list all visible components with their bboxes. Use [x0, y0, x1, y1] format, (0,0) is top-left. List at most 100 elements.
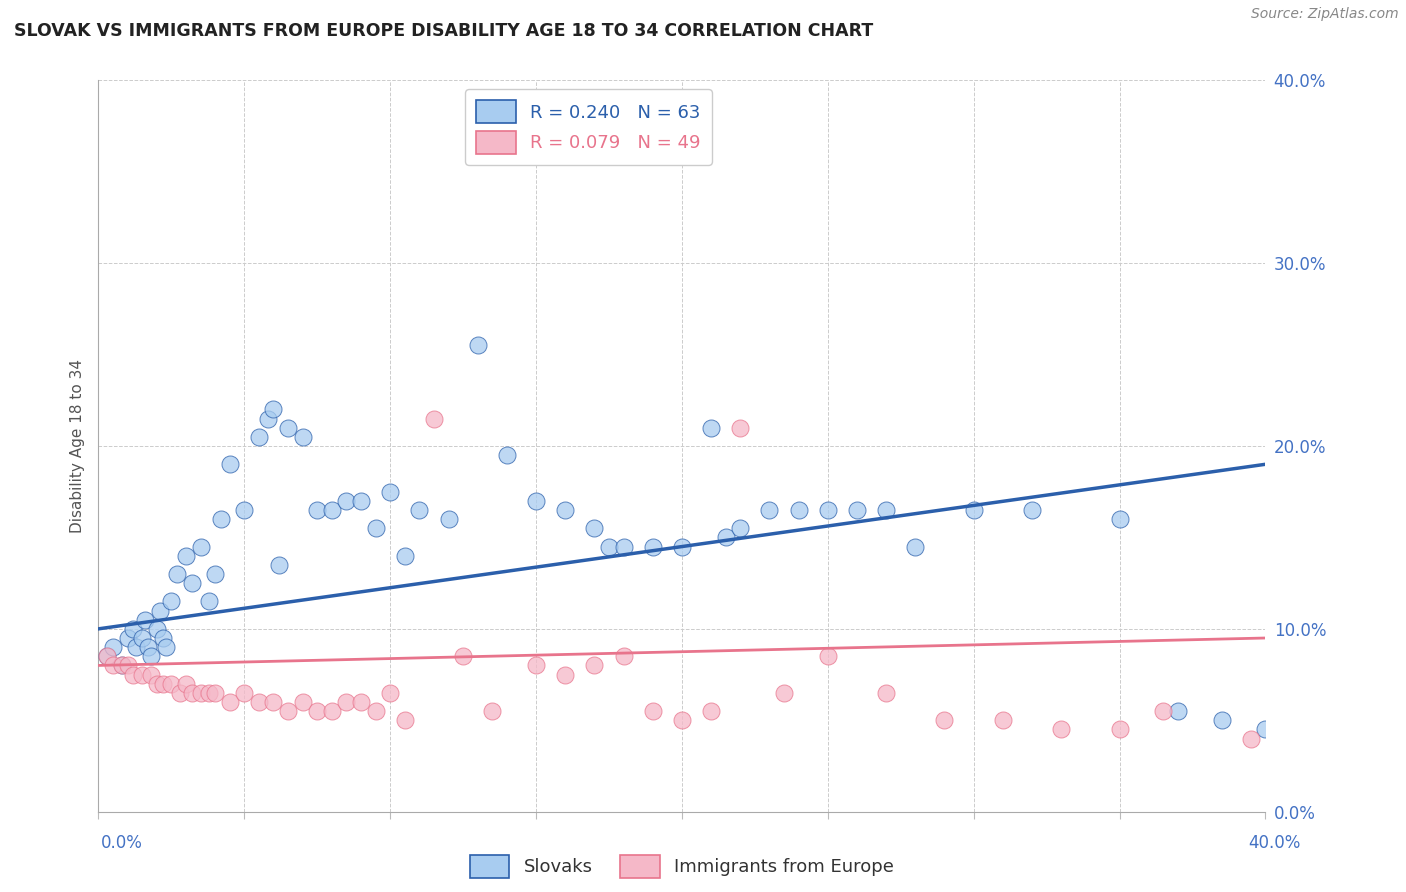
- Point: [583, 521, 606, 535]
- Point: [174, 676, 197, 690]
- Point: [1240, 731, 1263, 746]
- Point: [307, 704, 329, 718]
- Point: [875, 686, 897, 700]
- Point: [131, 631, 153, 645]
- Text: Source: ZipAtlas.com: Source: ZipAtlas.com: [1251, 7, 1399, 21]
- Point: [122, 667, 145, 681]
- Point: [160, 676, 183, 690]
- Point: [787, 503, 810, 517]
- Point: [394, 714, 416, 728]
- Point: [467, 338, 489, 352]
- Point: [149, 603, 172, 617]
- Point: [204, 567, 226, 582]
- Point: [1167, 704, 1189, 718]
- Point: [111, 658, 134, 673]
- Point: [247, 695, 270, 709]
- Point: [437, 512, 460, 526]
- Point: [730, 521, 752, 535]
- Point: [671, 540, 693, 554]
- Point: [146, 676, 169, 690]
- Point: [554, 667, 576, 681]
- Point: [155, 640, 177, 655]
- Point: [423, 411, 446, 425]
- Point: [190, 540, 212, 554]
- Point: [160, 594, 183, 608]
- Point: [758, 503, 780, 517]
- Point: [277, 704, 299, 718]
- Point: [291, 430, 314, 444]
- Point: [136, 640, 159, 655]
- Point: [96, 649, 118, 664]
- Point: [139, 649, 162, 664]
- Point: [1108, 723, 1130, 737]
- Point: [378, 686, 402, 700]
- Text: 0.0%: 0.0%: [101, 834, 143, 852]
- Point: [169, 686, 191, 700]
- Point: [180, 576, 202, 591]
- Point: [307, 503, 329, 517]
- Point: [364, 521, 387, 535]
- Point: [152, 676, 174, 690]
- Point: [111, 658, 134, 673]
- Point: [101, 658, 124, 673]
- Point: [962, 503, 984, 517]
- Point: [218, 695, 240, 709]
- Point: [96, 649, 118, 664]
- Point: [714, 530, 737, 544]
- Text: SLOVAK VS IMMIGRANTS FROM EUROPE DISABILITY AGE 18 TO 34 CORRELATION CHART: SLOVAK VS IMMIGRANTS FROM EUROPE DISABIL…: [14, 22, 873, 40]
- Point: [1108, 512, 1130, 526]
- Point: [904, 540, 927, 554]
- Point: [291, 695, 314, 709]
- Point: [730, 421, 752, 435]
- Point: [612, 649, 634, 664]
- Point: [394, 549, 416, 563]
- Point: [991, 714, 1014, 728]
- Point: [117, 631, 139, 645]
- Point: [817, 649, 839, 664]
- Point: [101, 640, 124, 655]
- Point: [495, 448, 517, 462]
- Y-axis label: Disability Age 18 to 34: Disability Age 18 to 34: [70, 359, 86, 533]
- Point: [1050, 723, 1073, 737]
- Point: [335, 695, 357, 709]
- Point: [612, 540, 634, 554]
- Point: [117, 658, 139, 673]
- Point: [451, 649, 474, 664]
- Point: [321, 704, 343, 718]
- Point: [152, 631, 174, 645]
- Point: [350, 494, 373, 508]
- Point: [845, 503, 868, 517]
- Point: [700, 704, 723, 718]
- Point: [700, 421, 723, 435]
- Point: [204, 686, 226, 700]
- Point: [598, 540, 620, 554]
- Point: [174, 549, 197, 563]
- Point: [1021, 503, 1043, 517]
- Point: [269, 558, 291, 572]
- Point: [350, 695, 373, 709]
- Point: [131, 667, 153, 681]
- Point: [641, 704, 664, 718]
- Point: [773, 686, 796, 700]
- Legend: Slovaks, Immigrants from Europe: Slovaks, Immigrants from Europe: [461, 846, 903, 887]
- Point: [233, 503, 256, 517]
- Point: [1211, 714, 1233, 728]
- Point: [125, 640, 148, 655]
- Point: [554, 503, 576, 517]
- Point: [641, 540, 664, 554]
- Point: [1152, 704, 1174, 718]
- Point: [247, 430, 270, 444]
- Point: [408, 503, 430, 517]
- Point: [583, 658, 606, 673]
- Point: [198, 594, 221, 608]
- Point: [262, 695, 284, 709]
- Point: [146, 622, 169, 636]
- Point: [134, 613, 156, 627]
- Point: [277, 421, 299, 435]
- Point: [321, 503, 343, 517]
- Point: [209, 512, 232, 526]
- Point: [218, 458, 240, 472]
- Point: [875, 503, 897, 517]
- Point: [335, 494, 357, 508]
- Point: [378, 484, 402, 499]
